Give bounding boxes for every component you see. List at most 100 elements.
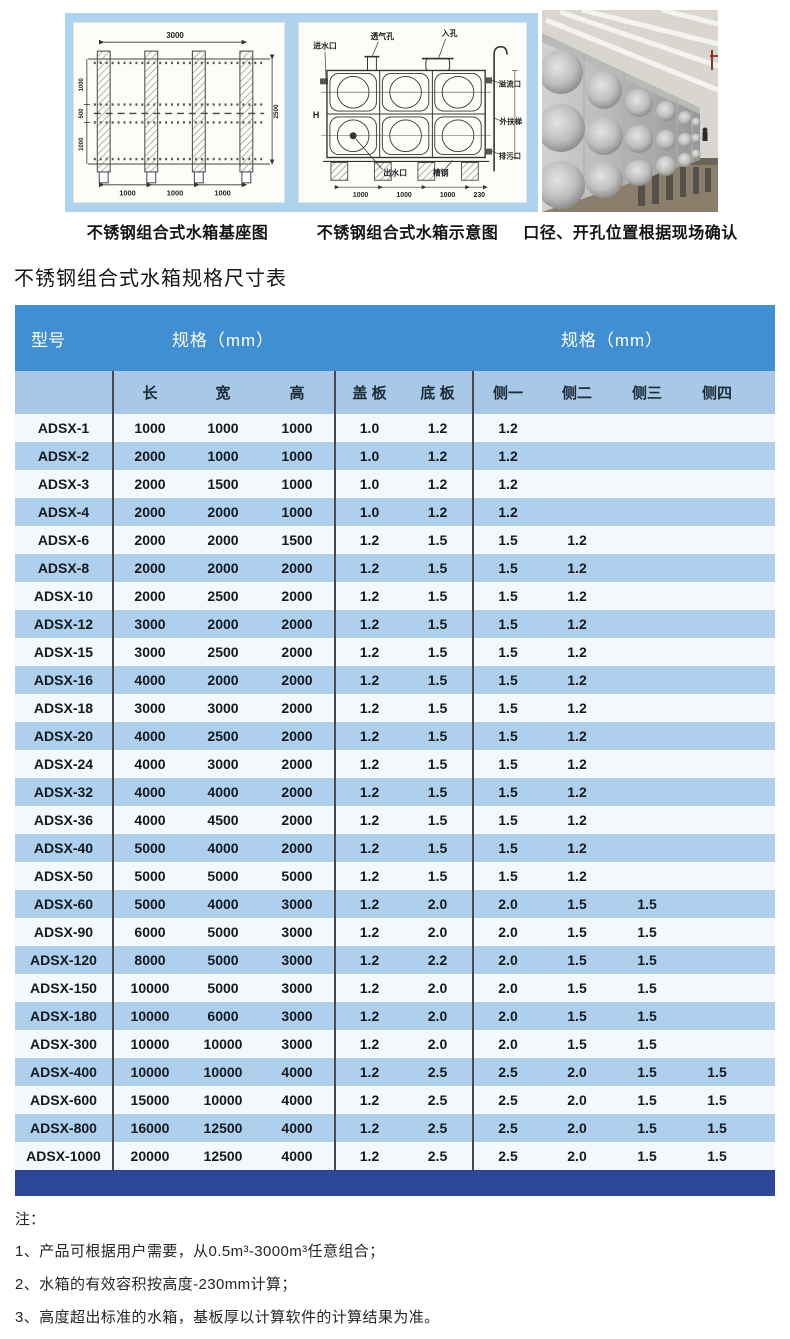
value-cell: 6000 — [112, 918, 186, 946]
filler-cell — [752, 974, 775, 1002]
value-cell — [612, 470, 682, 498]
base-diagram-caption: 不锈钢组合式水箱基座图 — [86, 225, 269, 242]
value-cell: 2.0 — [567, 1148, 587, 1164]
value-cell: 2.0 — [427, 1008, 448, 1024]
model-cell: ADSX-2 — [37, 448, 90, 464]
value-cell: 1.5 — [427, 672, 448, 688]
value-cell: 1.5 — [472, 722, 542, 750]
value-cell: 2000 — [281, 588, 313, 604]
value-cell: 2.0 — [427, 1036, 448, 1052]
table-row: ADSX-180 10000 6000 3000 1.2 2.0 2.0 1.5 1.5 — [15, 1002, 775, 1030]
value-cell — [612, 554, 682, 582]
value-cell: 1.2 — [567, 588, 587, 604]
value-cell: 6000 — [207, 1008, 239, 1024]
value-cell: 1.2 — [567, 868, 587, 884]
filler-cell — [752, 666, 775, 694]
note-line-2: 2、水箱的有效容积按高度-230mm计算； — [15, 1276, 297, 1293]
value-cell: 1.2 — [334, 694, 403, 722]
table-group-header: 型号 规格（mm） 规格（mm） — [15, 305, 775, 371]
value-cell: 1.5 — [707, 1064, 727, 1080]
value-cell: 2.0 — [567, 1064, 587, 1080]
value-cell: 1.5 — [637, 952, 657, 968]
value-cell: 1.5 — [427, 868, 448, 884]
filler-cell — [752, 1142, 775, 1170]
value-cell: 3000 — [281, 980, 313, 996]
column-header: 底 板 — [420, 385, 455, 402]
value-cell: 1.5 — [472, 638, 542, 666]
outlet-label: 出水口 — [383, 167, 407, 177]
value-cell — [682, 1002, 752, 1030]
value-cell: 5000 — [112, 890, 186, 918]
value-cell: 1.0 — [334, 498, 403, 526]
value-cell — [682, 722, 752, 750]
table-row: ADSX-800 16000 12500 4000 1.2 2.5 2.5 2.0 1.5 1.5 — [15, 1114, 775, 1142]
value-cell: 1000 — [207, 420, 239, 436]
dim-left-3: 1000 — [79, 137, 85, 151]
value-cell — [682, 694, 752, 722]
filler-cell — [752, 1086, 775, 1114]
value-cell: 4000 — [281, 1092, 313, 1108]
value-cell: 2.0 — [472, 946, 542, 974]
base-diagram: 3000 — [73, 22, 285, 203]
value-cell — [682, 750, 752, 778]
value-cell: 12500 — [203, 1120, 243, 1136]
value-cell: 1000 — [281, 448, 313, 464]
model-cell: ADSX-36 — [33, 812, 94, 828]
value-cell: 1.5 — [567, 1008, 587, 1024]
value-cell: 2000 — [281, 784, 313, 800]
value-cell: 1.2 — [567, 672, 587, 688]
value-cell: 3000 — [112, 610, 186, 638]
value-cell: 1.2 — [334, 610, 403, 638]
value-cell — [612, 414, 682, 442]
value-cell — [542, 498, 612, 526]
column-header: 高 — [289, 385, 305, 402]
drain-label: 排污口 — [499, 150, 521, 160]
value-cell: 3000 — [281, 924, 313, 940]
value-cell: 1.2 — [567, 644, 587, 660]
value-cell: 2000 — [207, 532, 239, 548]
model-cell: ADSX-120 — [30, 952, 97, 968]
model-cell: ADSX-24 — [33, 756, 94, 772]
model-cell: ADSX-6 — [37, 532, 90, 548]
value-cell: 2000 — [112, 470, 186, 498]
value-cell: 16000 — [112, 1114, 186, 1142]
value-cell: 1.5 — [637, 1092, 657, 1108]
filler-cell — [752, 918, 775, 946]
value-cell: 1.5 — [427, 560, 448, 576]
model-cell: ADSX-50 — [33, 868, 94, 884]
value-cell: 5000 — [112, 862, 186, 890]
model-cell: ADSX-90 — [33, 924, 94, 940]
value-cell: 5000 — [207, 868, 239, 884]
base-diagram-drawing: 3000 — [79, 31, 280, 198]
value-cell: 1.2 — [334, 946, 403, 974]
overflow-label: 溢流口 — [499, 78, 521, 88]
table-column-header: 长 宽 高 盖 板底 板侧一 侧二 侧三 侧四 — [15, 371, 775, 414]
filler-cell — [752, 1114, 775, 1142]
value-cell — [682, 974, 752, 1002]
value-cell — [612, 694, 682, 722]
value-cell: 3000 — [112, 694, 186, 722]
table-row: ADSX-8 2000 2000 2000 1.2 1.5 1.5 1.2 — [15, 554, 775, 582]
value-cell — [612, 862, 682, 890]
value-cell: 1.5 — [427, 616, 448, 632]
value-cell — [612, 834, 682, 862]
filler-cell — [752, 722, 775, 750]
value-cell: 10000 — [112, 1002, 186, 1030]
value-cell: 1.5 — [472, 554, 542, 582]
table-row: ADSX-4 2000 2000 1000 1.0 1.2 1.2 — [15, 498, 775, 526]
value-cell — [612, 442, 682, 470]
value-cell: 1.2 — [472, 498, 542, 526]
filler-cell — [752, 834, 775, 862]
value-cell: 1.0 — [334, 470, 403, 498]
table-row: ADSX-10 2000 2500 2000 1.2 1.5 1.5 1.2 — [15, 582, 775, 610]
dim-right: 2500 — [273, 104, 280, 119]
tank-schematic-drawing: 透气孔 入孔 进水口 — [313, 28, 523, 199]
value-cell: 2.0 — [472, 890, 542, 918]
value-cell: 1.5 — [427, 840, 448, 856]
value-cell: 1.2 — [567, 616, 587, 632]
note-line-1: 1、产品可根据用户需要，从0.5m³-3000m³任意组合； — [15, 1243, 385, 1260]
filler-cell — [752, 610, 775, 638]
value-cell — [682, 442, 752, 470]
filler-cell — [752, 806, 775, 834]
value-cell — [682, 778, 752, 806]
